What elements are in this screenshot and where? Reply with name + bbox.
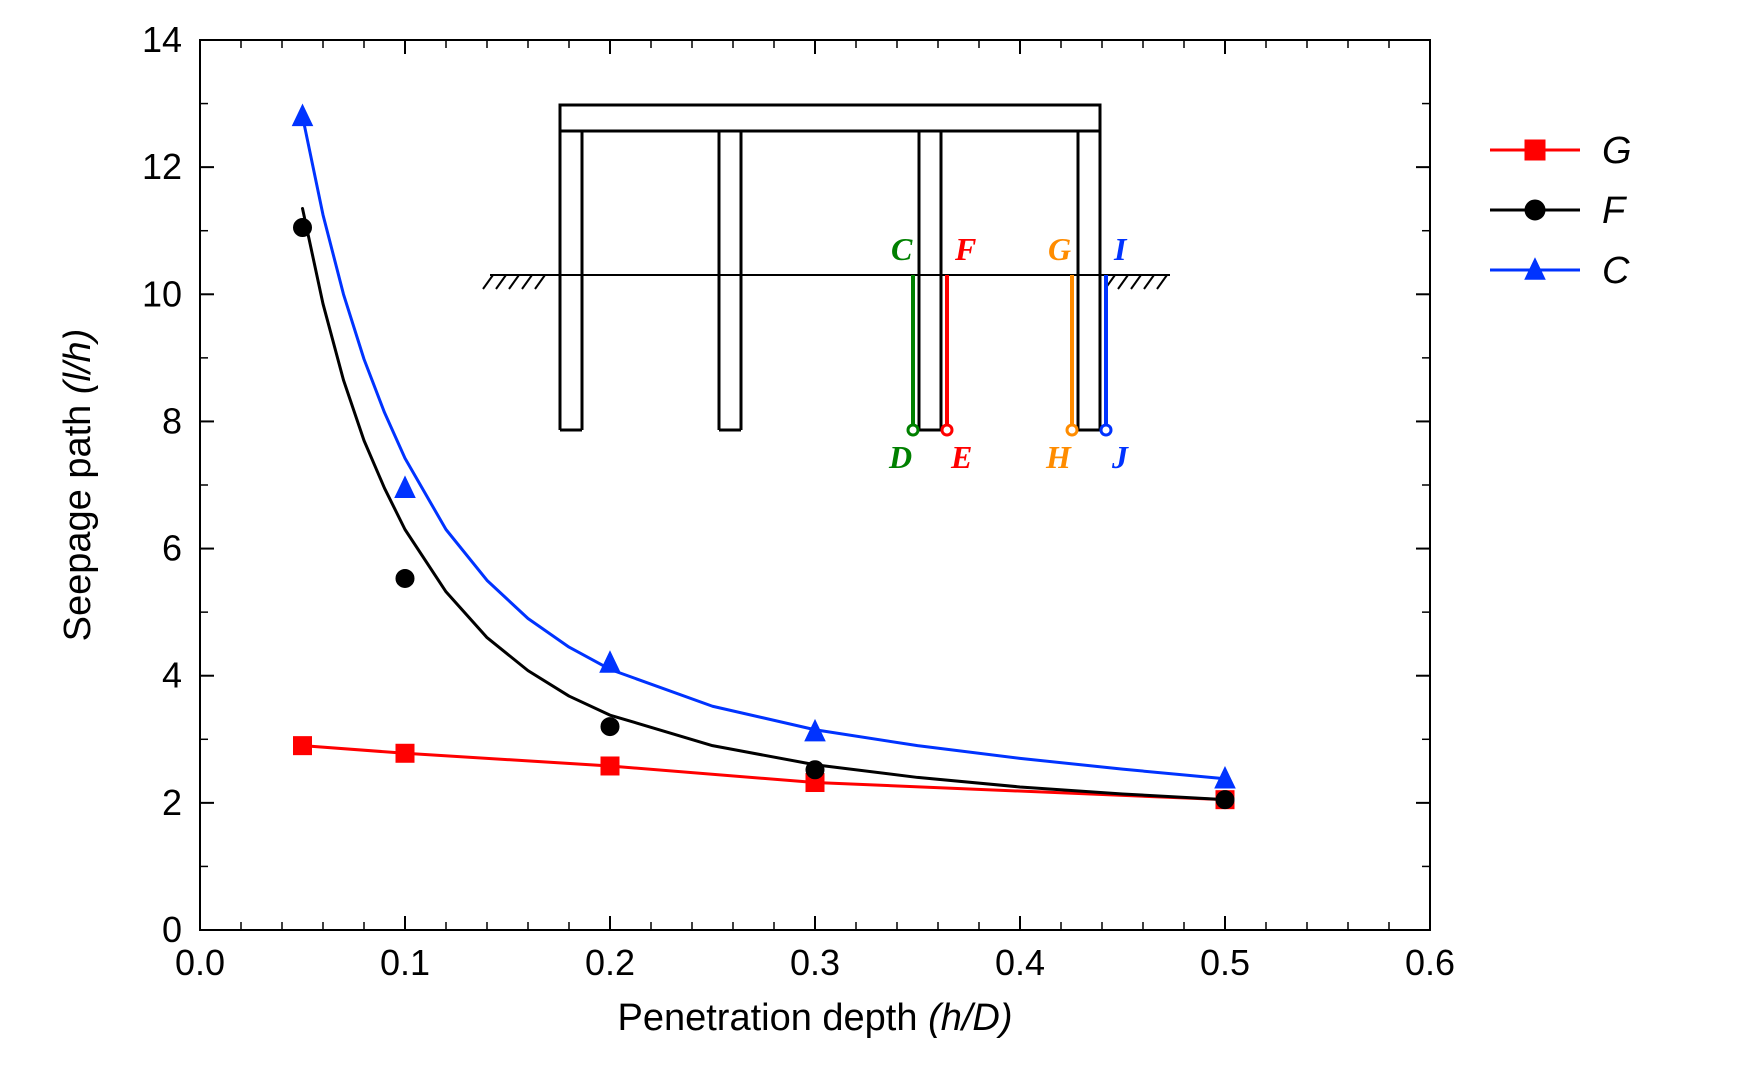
svg-text:0.3: 0.3 [790,942,840,983]
svg-text:Seepage path (l/h): Seepage path (l/h) [57,329,99,642]
svg-text:0.6: 0.6 [1405,942,1455,983]
svg-text:G: G [1048,231,1071,267]
svg-text:6: 6 [162,528,182,569]
svg-text:0.5: 0.5 [1200,942,1250,983]
svg-text:0.4: 0.4 [995,942,1045,983]
svg-text:Penetration depth (h/D): Penetration depth (h/D) [617,997,1012,1039]
svg-text:C: C [1602,250,1630,292]
svg-text:I: I [1113,231,1128,267]
svg-text:0.2: 0.2 [585,942,635,983]
svg-text:0.0: 0.0 [175,942,225,983]
svg-text:G: G [1602,130,1632,172]
svg-text:14: 14 [142,19,182,60]
svg-text:10: 10 [142,273,182,314]
svg-text:H: H [1045,439,1072,475]
svg-text:J: J [1111,439,1129,475]
svg-text:F: F [954,231,976,267]
svg-text:2: 2 [162,782,182,823]
svg-text:0.1: 0.1 [380,942,430,983]
chart-svg: 0.0 0.1 0.2 0.3 0.4 0.5 0.6 0 2 4 6 8 10 12 14 Penetrat… [0,0,1746,1069]
svg-text:4: 4 [162,655,182,696]
svg-text:D: D [888,439,912,475]
svg-text:0: 0 [162,909,182,950]
svg-text:F: F [1602,190,1627,232]
chart-container: 0.0 0.1 0.2 0.3 0.4 0.5 0.6 0 2 4 6 8 10 12 14 Penetrat… [0,0,1746,1069]
svg-text:12: 12 [142,146,182,187]
svg-text:E: E [950,439,972,475]
svg-text:C: C [891,231,913,267]
svg-text:8: 8 [162,400,182,441]
